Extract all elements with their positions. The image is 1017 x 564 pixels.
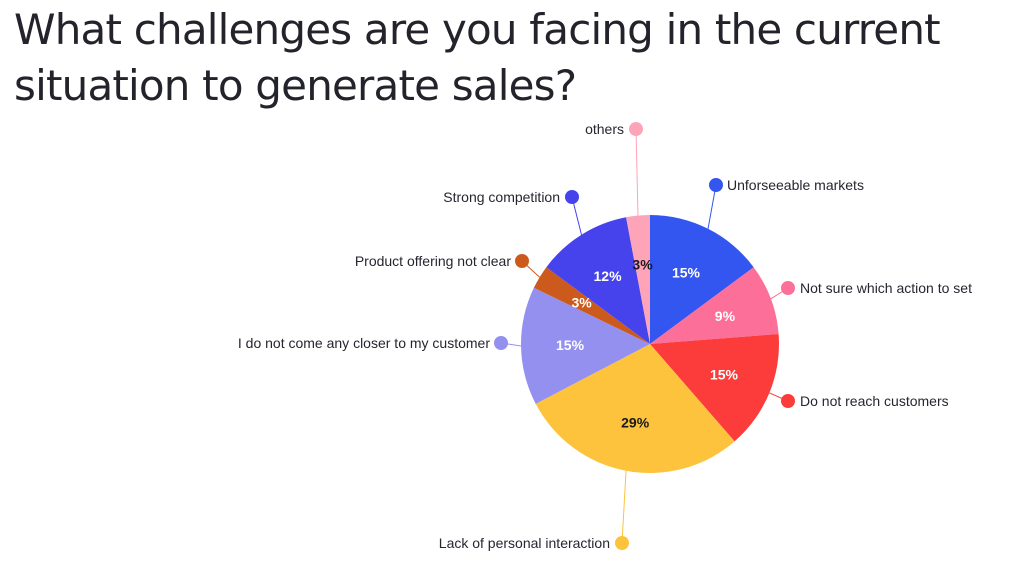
slice-value-label: 12%: [594, 268, 623, 284]
percentage-labels: 15%9%15%29%15%3%12%3%: [556, 256, 739, 430]
pie-slice-not-sure-which-action-to-set: [650, 267, 779, 344]
legend-dot-product-offering-not-clear: [515, 254, 529, 268]
pie-slice-unforseeable-markets: [650, 215, 754, 344]
legend-dot-do-not-reach-customers: [781, 394, 795, 408]
slice-value-label: 9%: [715, 308, 736, 324]
legend-dot-lack-of-personal-interaction: [615, 536, 629, 550]
slice-value-label: 15%: [556, 337, 585, 353]
slice-value-label: 15%: [710, 366, 739, 382]
legend-dot-others: [629, 122, 643, 136]
slice-value-label: 15%: [672, 265, 701, 281]
slice-label-do-not-reach-customers: Do not reach customers: [800, 393, 949, 409]
callout-labels: Unforseeable markets Not sure which actio…: [238, 121, 972, 551]
slice-value-label: 29%: [621, 415, 650, 431]
callout-line: [635, 128, 639, 216]
pie-slice-others: [626, 215, 650, 344]
slice-label-product-offering-not-clear: Product offering not clear: [355, 253, 512, 269]
pie-slices: [520, 215, 780, 473]
pie-slice-product-offering-not-clear: [533, 267, 650, 344]
pie-slice-do-not-reach-customers: [650, 333, 780, 442]
slice-label-not-sure-which-action-to-set: Not sure which action to set: [800, 280, 972, 296]
page-title: What challenges are you facing in the cu…: [14, 5, 941, 110]
legend-dot-unforseeable-markets: [709, 178, 723, 192]
slice-label-others: others: [585, 121, 624, 137]
legend-dot-i-do-not-come-any-closer-to-my-customer: [494, 336, 508, 350]
slice-label-lack-of-personal-interaction: Lack of personal interaction: [439, 535, 610, 551]
slice-label-i-do-not-come-any-closer-to-my-customer: I do not come any closer to my customer: [238, 335, 490, 351]
slice-label-strong-competition: Strong competition: [443, 189, 560, 205]
slice-value-label: 3%: [632, 256, 653, 272]
callout-line: [621, 470, 627, 544]
legend-dot-strong-competition: [565, 190, 579, 204]
pie-slice-i-do-not-come-any-closer-to-my-customer: [520, 287, 650, 404]
pie-slice-lack-of-personal-interaction: [535, 344, 735, 473]
slice-label-unforseeable-markets: Unforseeable markets: [727, 177, 864, 193]
slice-value-label: 3%: [571, 295, 592, 311]
legend-dot-not-sure-which-action-to-set: [781, 281, 795, 295]
callout-line: [707, 184, 717, 229]
pie-slice-strong-competition: [546, 217, 650, 344]
